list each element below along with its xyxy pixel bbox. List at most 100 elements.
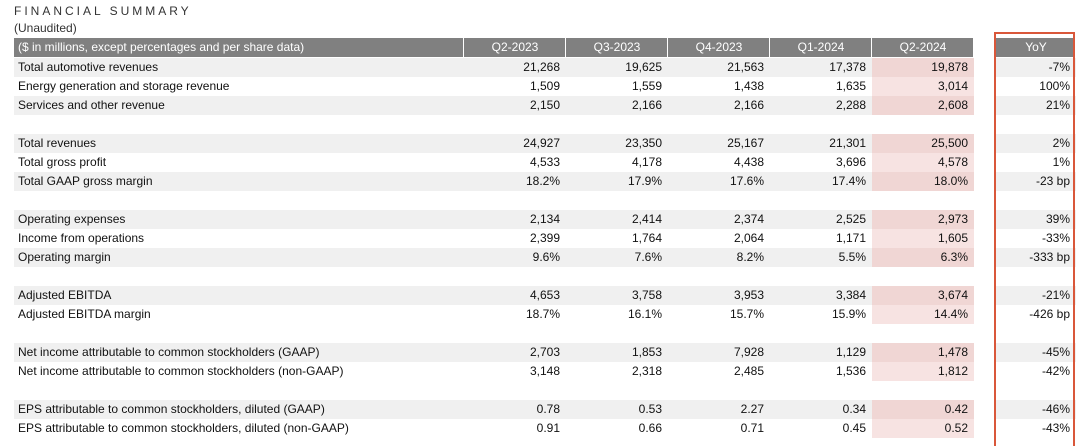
cell-bg xyxy=(566,172,668,191)
cell-bg xyxy=(996,229,1076,248)
cell-value: 2,318 xyxy=(631,364,662,378)
cell-value: 4,178 xyxy=(631,155,662,169)
cell-value: 25,500 xyxy=(931,136,968,150)
cell-bg xyxy=(996,343,1076,362)
cell-bg xyxy=(14,210,464,229)
cell-value: 3,014 xyxy=(937,79,968,93)
cell-value: -45% xyxy=(1041,345,1070,359)
cell-bg xyxy=(14,58,464,77)
cell-value: 21% xyxy=(1045,98,1070,112)
cell-value: 15.9% xyxy=(831,307,866,321)
cell-bg xyxy=(872,419,974,438)
cell-bg xyxy=(464,362,566,381)
cell-bg xyxy=(566,286,668,305)
cell-value: 5.5% xyxy=(838,250,866,264)
cell-bg xyxy=(770,419,872,438)
cell-value: 4,578 xyxy=(937,155,968,169)
cell-bg xyxy=(770,305,872,324)
column-header: Q2-2024 xyxy=(899,40,947,54)
cell-value: 1,605 xyxy=(937,231,968,245)
cell-value: 1,812 xyxy=(937,364,968,378)
subtitle: (Unaudited) xyxy=(14,21,77,35)
cell-bg xyxy=(14,172,464,191)
cell-value: 21,268 xyxy=(523,60,560,74)
cell-bg xyxy=(464,96,566,115)
row-label: Adjusted EBITDA xyxy=(18,288,112,302)
cell-value: 1,438 xyxy=(733,79,764,93)
cell-bg xyxy=(770,229,872,248)
cell-bg xyxy=(770,134,872,153)
cell-value: 21,301 xyxy=(829,136,866,150)
cell-bg xyxy=(770,400,872,419)
cell-value: -23 bp xyxy=(1035,174,1070,188)
cell-bg xyxy=(14,229,464,248)
cell-value: -33% xyxy=(1041,231,1070,245)
column-header: Q2-2023 xyxy=(491,40,539,54)
cell-value: 0.52 xyxy=(944,421,968,435)
cell-value: 3,148 xyxy=(529,364,560,378)
cell-bg xyxy=(14,419,464,438)
cell-bg xyxy=(14,77,464,96)
cell-bg xyxy=(14,400,464,419)
cell-value: 1% xyxy=(1052,155,1070,169)
cell-value: 1,129 xyxy=(835,345,866,359)
row-label: Net income attributable to common stockh… xyxy=(18,345,320,359)
cell-value: -7% xyxy=(1048,60,1070,74)
cell-value: 23,350 xyxy=(625,136,662,150)
cell-bg xyxy=(668,419,770,438)
cell-bg xyxy=(464,248,566,267)
cell-bg xyxy=(14,305,464,324)
cell-bg xyxy=(668,58,770,77)
cell-value: 2,064 xyxy=(733,231,764,245)
cell-bg xyxy=(566,58,668,77)
cell-value: 1,536 xyxy=(835,364,866,378)
cell-value: 0.45 xyxy=(842,421,866,435)
cell-bg xyxy=(464,229,566,248)
cell-bg xyxy=(996,210,1076,229)
cell-bg xyxy=(872,172,974,191)
cell-value: 18.0% xyxy=(933,174,968,188)
cell-bg xyxy=(668,400,770,419)
cell-value: -43% xyxy=(1041,421,1070,435)
cell-value: 1,764 xyxy=(631,231,662,245)
cell-value: 2,150 xyxy=(529,98,560,112)
cell-value: 2,703 xyxy=(529,345,560,359)
header-cell xyxy=(770,38,871,57)
header-cell xyxy=(996,38,1075,57)
cell-bg xyxy=(464,172,566,191)
cell-value: 3,696 xyxy=(835,155,866,169)
cell-value: 21,563 xyxy=(727,60,764,74)
cell-value: -426 bp xyxy=(1029,307,1070,321)
cell-value: 18.2% xyxy=(525,174,560,188)
cell-bg xyxy=(872,343,974,362)
cell-value: 15.7% xyxy=(729,307,764,321)
cell-bg xyxy=(566,153,668,172)
cell-bg xyxy=(566,343,668,362)
header-cell xyxy=(14,38,463,57)
column-header: Q3-2023 xyxy=(593,40,641,54)
cell-bg xyxy=(464,305,566,324)
cell-bg xyxy=(566,305,668,324)
highlight-box xyxy=(994,32,1075,446)
cell-bg xyxy=(668,153,770,172)
cell-bg xyxy=(872,248,974,267)
cell-bg xyxy=(668,362,770,381)
header-cell xyxy=(668,38,769,57)
cell-bg xyxy=(996,419,1076,438)
cell-value: 1,478 xyxy=(937,345,968,359)
cell-value: 2,374 xyxy=(733,212,764,226)
row-label: Total GAAP gross margin xyxy=(18,174,153,188)
cell-bg xyxy=(770,210,872,229)
cell-value: 16.1% xyxy=(627,307,662,321)
cell-bg xyxy=(464,153,566,172)
cell-value: 19,625 xyxy=(625,60,662,74)
cell-bg xyxy=(770,362,872,381)
column-header: YoY xyxy=(1025,40,1047,54)
cell-bg xyxy=(872,286,974,305)
cell-value: 17,378 xyxy=(829,60,866,74)
cell-bg xyxy=(668,305,770,324)
cell-bg xyxy=(668,172,770,191)
cell-value: 3,758 xyxy=(631,288,662,302)
cell-bg xyxy=(566,362,668,381)
cell-bg xyxy=(770,343,872,362)
